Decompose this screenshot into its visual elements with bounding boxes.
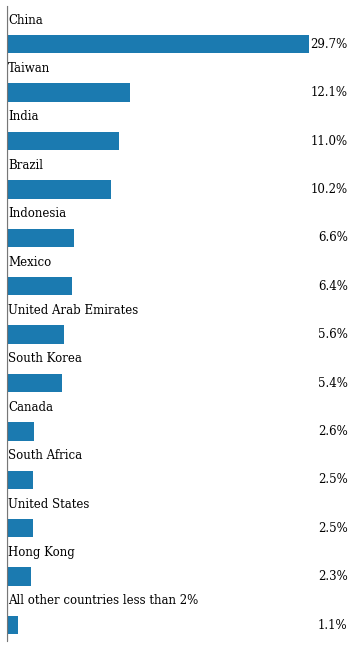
Text: 12.1%: 12.1% — [311, 86, 348, 99]
Text: United Arab Emirates: United Arab Emirates — [8, 304, 138, 317]
Text: South Africa: South Africa — [8, 449, 82, 462]
Text: India: India — [8, 111, 39, 124]
Text: China: China — [8, 14, 43, 27]
Text: 2.6%: 2.6% — [318, 425, 348, 438]
Bar — [7, 83, 130, 102]
Text: 5.6%: 5.6% — [318, 328, 348, 341]
Text: Taiwan: Taiwan — [8, 62, 50, 75]
Bar — [7, 374, 62, 392]
Text: 2.5%: 2.5% — [318, 521, 348, 534]
Text: United States: United States — [8, 498, 89, 510]
Text: 6.4%: 6.4% — [318, 280, 348, 292]
Bar — [7, 228, 74, 247]
Bar — [7, 132, 119, 150]
Bar — [7, 277, 72, 296]
Bar — [7, 181, 111, 199]
Text: 6.6%: 6.6% — [318, 232, 348, 245]
Bar — [7, 35, 309, 54]
Text: Indonesia: Indonesia — [8, 207, 66, 220]
Text: 5.4%: 5.4% — [318, 377, 348, 389]
Text: Hong Kong: Hong Kong — [8, 546, 75, 559]
Text: 2.3%: 2.3% — [318, 570, 348, 583]
Text: All other countries less than 2%: All other countries less than 2% — [8, 595, 198, 608]
Bar — [7, 616, 18, 634]
Text: Canada: Canada — [8, 400, 53, 413]
Text: 2.5%: 2.5% — [318, 474, 348, 487]
Text: 1.1%: 1.1% — [318, 619, 348, 631]
Bar — [7, 325, 64, 344]
Text: Mexico: Mexico — [8, 256, 51, 269]
Bar — [7, 519, 33, 538]
Bar — [7, 422, 33, 441]
Text: 11.0%: 11.0% — [311, 135, 348, 148]
Bar — [7, 470, 33, 489]
Bar — [7, 567, 31, 586]
Text: 29.7%: 29.7% — [310, 38, 348, 50]
Text: 10.2%: 10.2% — [311, 183, 348, 196]
Text: South Korea: South Korea — [8, 353, 82, 366]
Text: Brazil: Brazil — [8, 159, 43, 171]
